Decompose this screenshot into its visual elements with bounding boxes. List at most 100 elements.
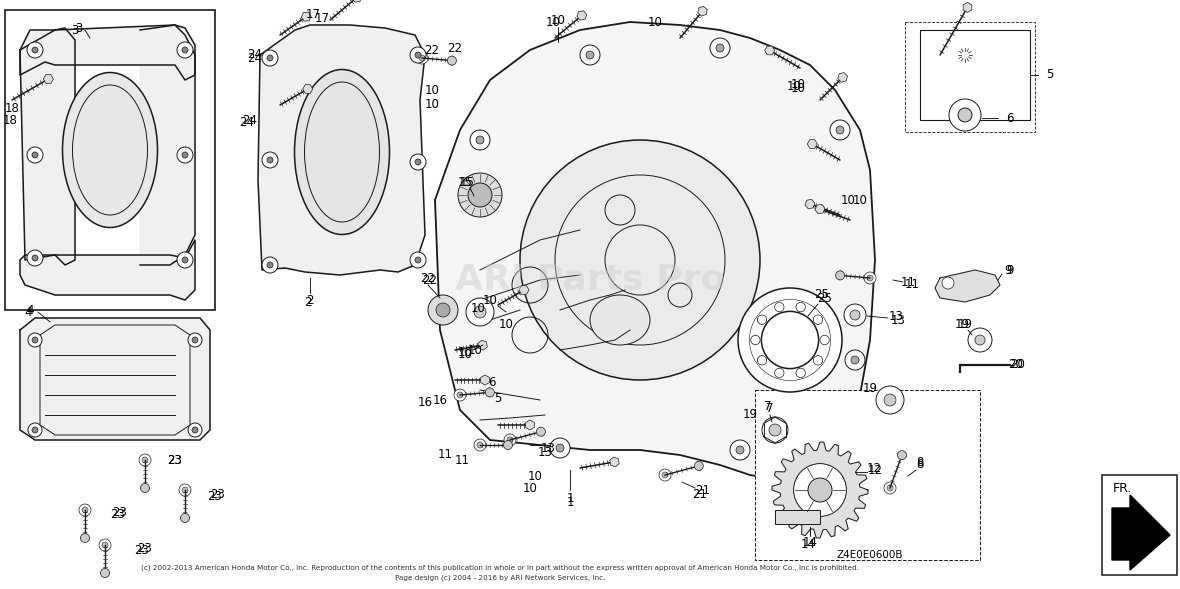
Polygon shape xyxy=(20,25,195,80)
Circle shape xyxy=(139,454,151,466)
Circle shape xyxy=(504,434,516,446)
Text: 10: 10 xyxy=(840,194,856,207)
Circle shape xyxy=(845,350,865,370)
Text: 10: 10 xyxy=(458,349,472,362)
Text: 10: 10 xyxy=(787,80,801,92)
Circle shape xyxy=(942,277,953,289)
Polygon shape xyxy=(577,11,586,20)
Text: 10: 10 xyxy=(527,471,543,484)
Text: 10: 10 xyxy=(467,343,483,356)
Text: 10: 10 xyxy=(545,15,560,28)
Circle shape xyxy=(586,51,594,59)
Polygon shape xyxy=(20,28,76,265)
Polygon shape xyxy=(765,46,775,55)
Text: 22: 22 xyxy=(425,44,439,57)
Circle shape xyxy=(435,303,450,317)
Bar xyxy=(1102,475,1176,575)
Circle shape xyxy=(581,45,599,65)
Circle shape xyxy=(474,439,486,451)
Text: 21: 21 xyxy=(693,488,708,501)
Bar xyxy=(755,390,981,560)
Text: 20: 20 xyxy=(1010,359,1025,372)
Circle shape xyxy=(417,52,428,64)
Text: 15: 15 xyxy=(458,177,472,190)
Circle shape xyxy=(179,484,191,496)
Text: FR.: FR. xyxy=(1113,481,1132,495)
Polygon shape xyxy=(697,6,707,16)
Polygon shape xyxy=(20,318,210,440)
Text: 10: 10 xyxy=(425,98,439,111)
Text: 10: 10 xyxy=(499,319,513,332)
Circle shape xyxy=(182,487,188,493)
Circle shape xyxy=(428,295,458,325)
Circle shape xyxy=(470,130,490,150)
Circle shape xyxy=(99,539,111,551)
Circle shape xyxy=(262,50,278,66)
Text: 17: 17 xyxy=(306,8,321,22)
Text: 10: 10 xyxy=(471,302,485,315)
Circle shape xyxy=(730,440,750,460)
Polygon shape xyxy=(1112,495,1171,570)
Circle shape xyxy=(458,173,502,217)
Polygon shape xyxy=(525,420,535,430)
Circle shape xyxy=(100,568,110,577)
Ellipse shape xyxy=(295,70,389,234)
Text: 10: 10 xyxy=(791,81,806,94)
Circle shape xyxy=(177,252,194,268)
Circle shape xyxy=(32,337,38,343)
Text: 23: 23 xyxy=(208,489,223,502)
Text: 14: 14 xyxy=(800,538,815,551)
Polygon shape xyxy=(519,286,529,294)
Circle shape xyxy=(537,427,545,436)
Circle shape xyxy=(975,335,985,345)
Circle shape xyxy=(476,136,484,144)
Text: 8: 8 xyxy=(917,455,924,468)
Circle shape xyxy=(949,99,981,131)
Circle shape xyxy=(736,446,745,454)
Text: (c) 2002-2013 American Honda Motor Co., Inc. Reproduction of the contents of thi: (c) 2002-2013 American Honda Motor Co., … xyxy=(140,565,859,571)
Text: 14: 14 xyxy=(802,537,818,550)
Polygon shape xyxy=(480,375,490,385)
Text: 20: 20 xyxy=(1009,359,1023,372)
Text: 22: 22 xyxy=(422,273,438,286)
Circle shape xyxy=(864,272,876,284)
Text: 2: 2 xyxy=(304,296,312,309)
Circle shape xyxy=(898,451,906,459)
Circle shape xyxy=(267,262,273,268)
Circle shape xyxy=(851,356,859,364)
Text: 1: 1 xyxy=(566,491,573,505)
Polygon shape xyxy=(838,72,847,82)
Circle shape xyxy=(419,55,425,61)
Text: 13: 13 xyxy=(889,309,904,323)
Polygon shape xyxy=(610,457,620,467)
Circle shape xyxy=(758,356,767,365)
Text: 5: 5 xyxy=(1047,68,1054,81)
Bar xyxy=(775,510,820,524)
Text: 13: 13 xyxy=(540,442,556,455)
Circle shape xyxy=(796,368,806,378)
Text: 23: 23 xyxy=(168,454,183,466)
Circle shape xyxy=(774,368,784,378)
Text: 18: 18 xyxy=(5,101,19,114)
Circle shape xyxy=(79,504,91,516)
Text: 17: 17 xyxy=(315,12,329,25)
Text: 22: 22 xyxy=(420,272,435,284)
Circle shape xyxy=(182,257,188,263)
Circle shape xyxy=(844,304,866,326)
Text: 24: 24 xyxy=(243,114,257,127)
Circle shape xyxy=(101,542,109,548)
Circle shape xyxy=(182,152,188,158)
Circle shape xyxy=(28,423,42,437)
Circle shape xyxy=(466,298,494,326)
Text: 9: 9 xyxy=(1004,263,1011,276)
Circle shape xyxy=(415,52,421,58)
Polygon shape xyxy=(963,2,972,12)
Polygon shape xyxy=(478,340,487,350)
Polygon shape xyxy=(435,22,876,480)
Text: 19: 19 xyxy=(955,317,970,330)
Circle shape xyxy=(830,120,850,140)
Text: 3: 3 xyxy=(76,22,83,35)
Text: 25: 25 xyxy=(814,289,830,302)
Circle shape xyxy=(762,417,788,443)
Circle shape xyxy=(27,250,42,266)
